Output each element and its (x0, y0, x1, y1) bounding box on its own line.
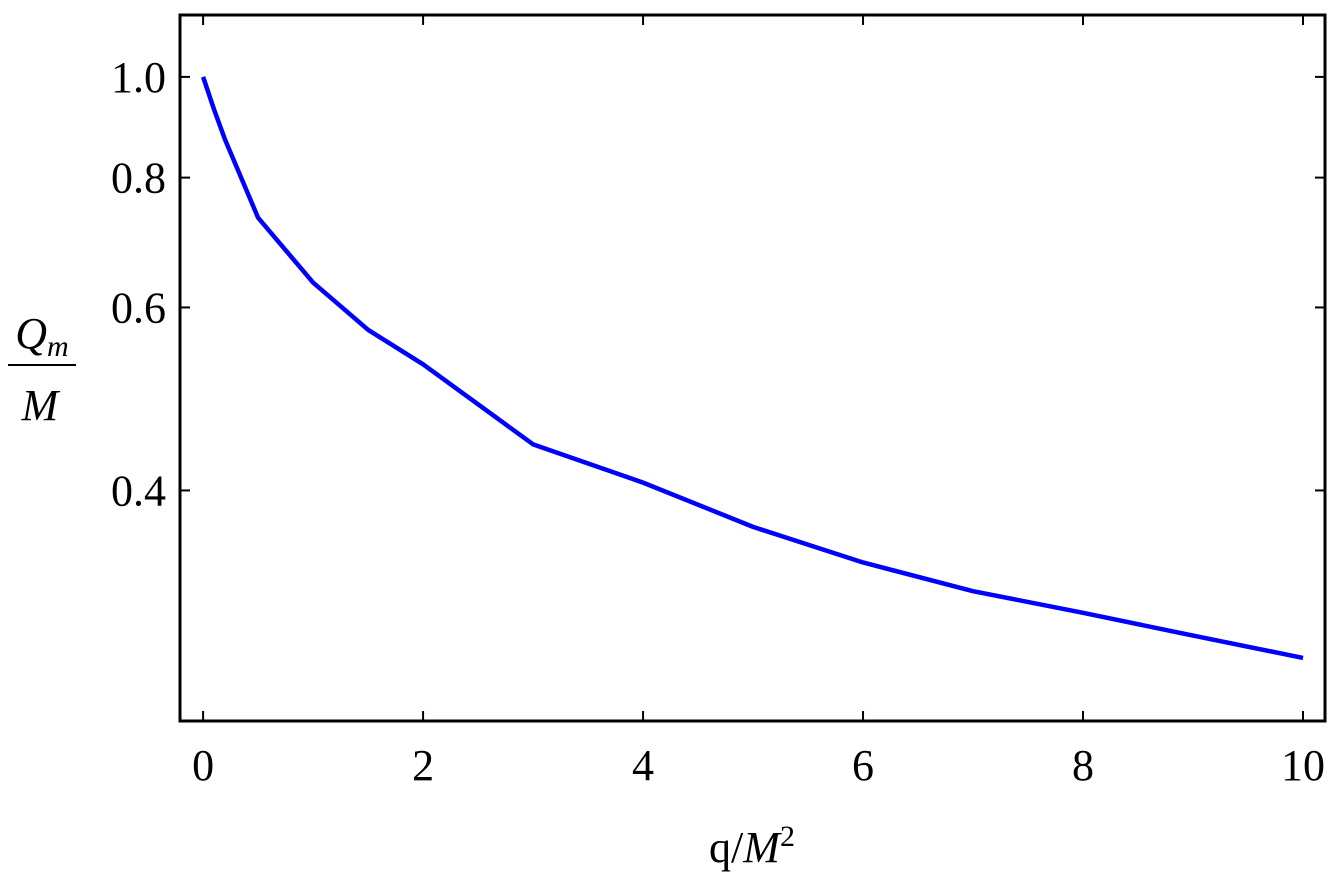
plot-frame (178, 13, 1327, 723)
x-label-part: M (742, 823, 782, 872)
y-tick-label: 0.8 (111, 154, 166, 203)
data-line (200, 76, 1304, 661)
y-tick-label: 1.0 (111, 53, 166, 102)
y-label-part: m (47, 330, 69, 363)
x-tick-label: 0 (192, 741, 214, 790)
x-label-part: q/ (709, 823, 744, 872)
y-label-denominator: M (21, 381, 61, 430)
y-tick-label: 0.4 (111, 466, 166, 515)
x-axis-label: q/M2 (709, 820, 795, 872)
y-label-numerator: Qm (15, 309, 68, 363)
x-tick-label: 2 (412, 741, 434, 790)
x-tick-label: 4 (632, 741, 654, 790)
x-tick-label: 6 (852, 741, 874, 790)
y-tick-label: 0.6 (111, 283, 166, 332)
x-tick-label: 10 (1281, 741, 1325, 790)
x-tick-label: 8 (1072, 741, 1094, 790)
y-label-part: Q (15, 309, 47, 358)
x-label-part: 2 (780, 820, 795, 853)
